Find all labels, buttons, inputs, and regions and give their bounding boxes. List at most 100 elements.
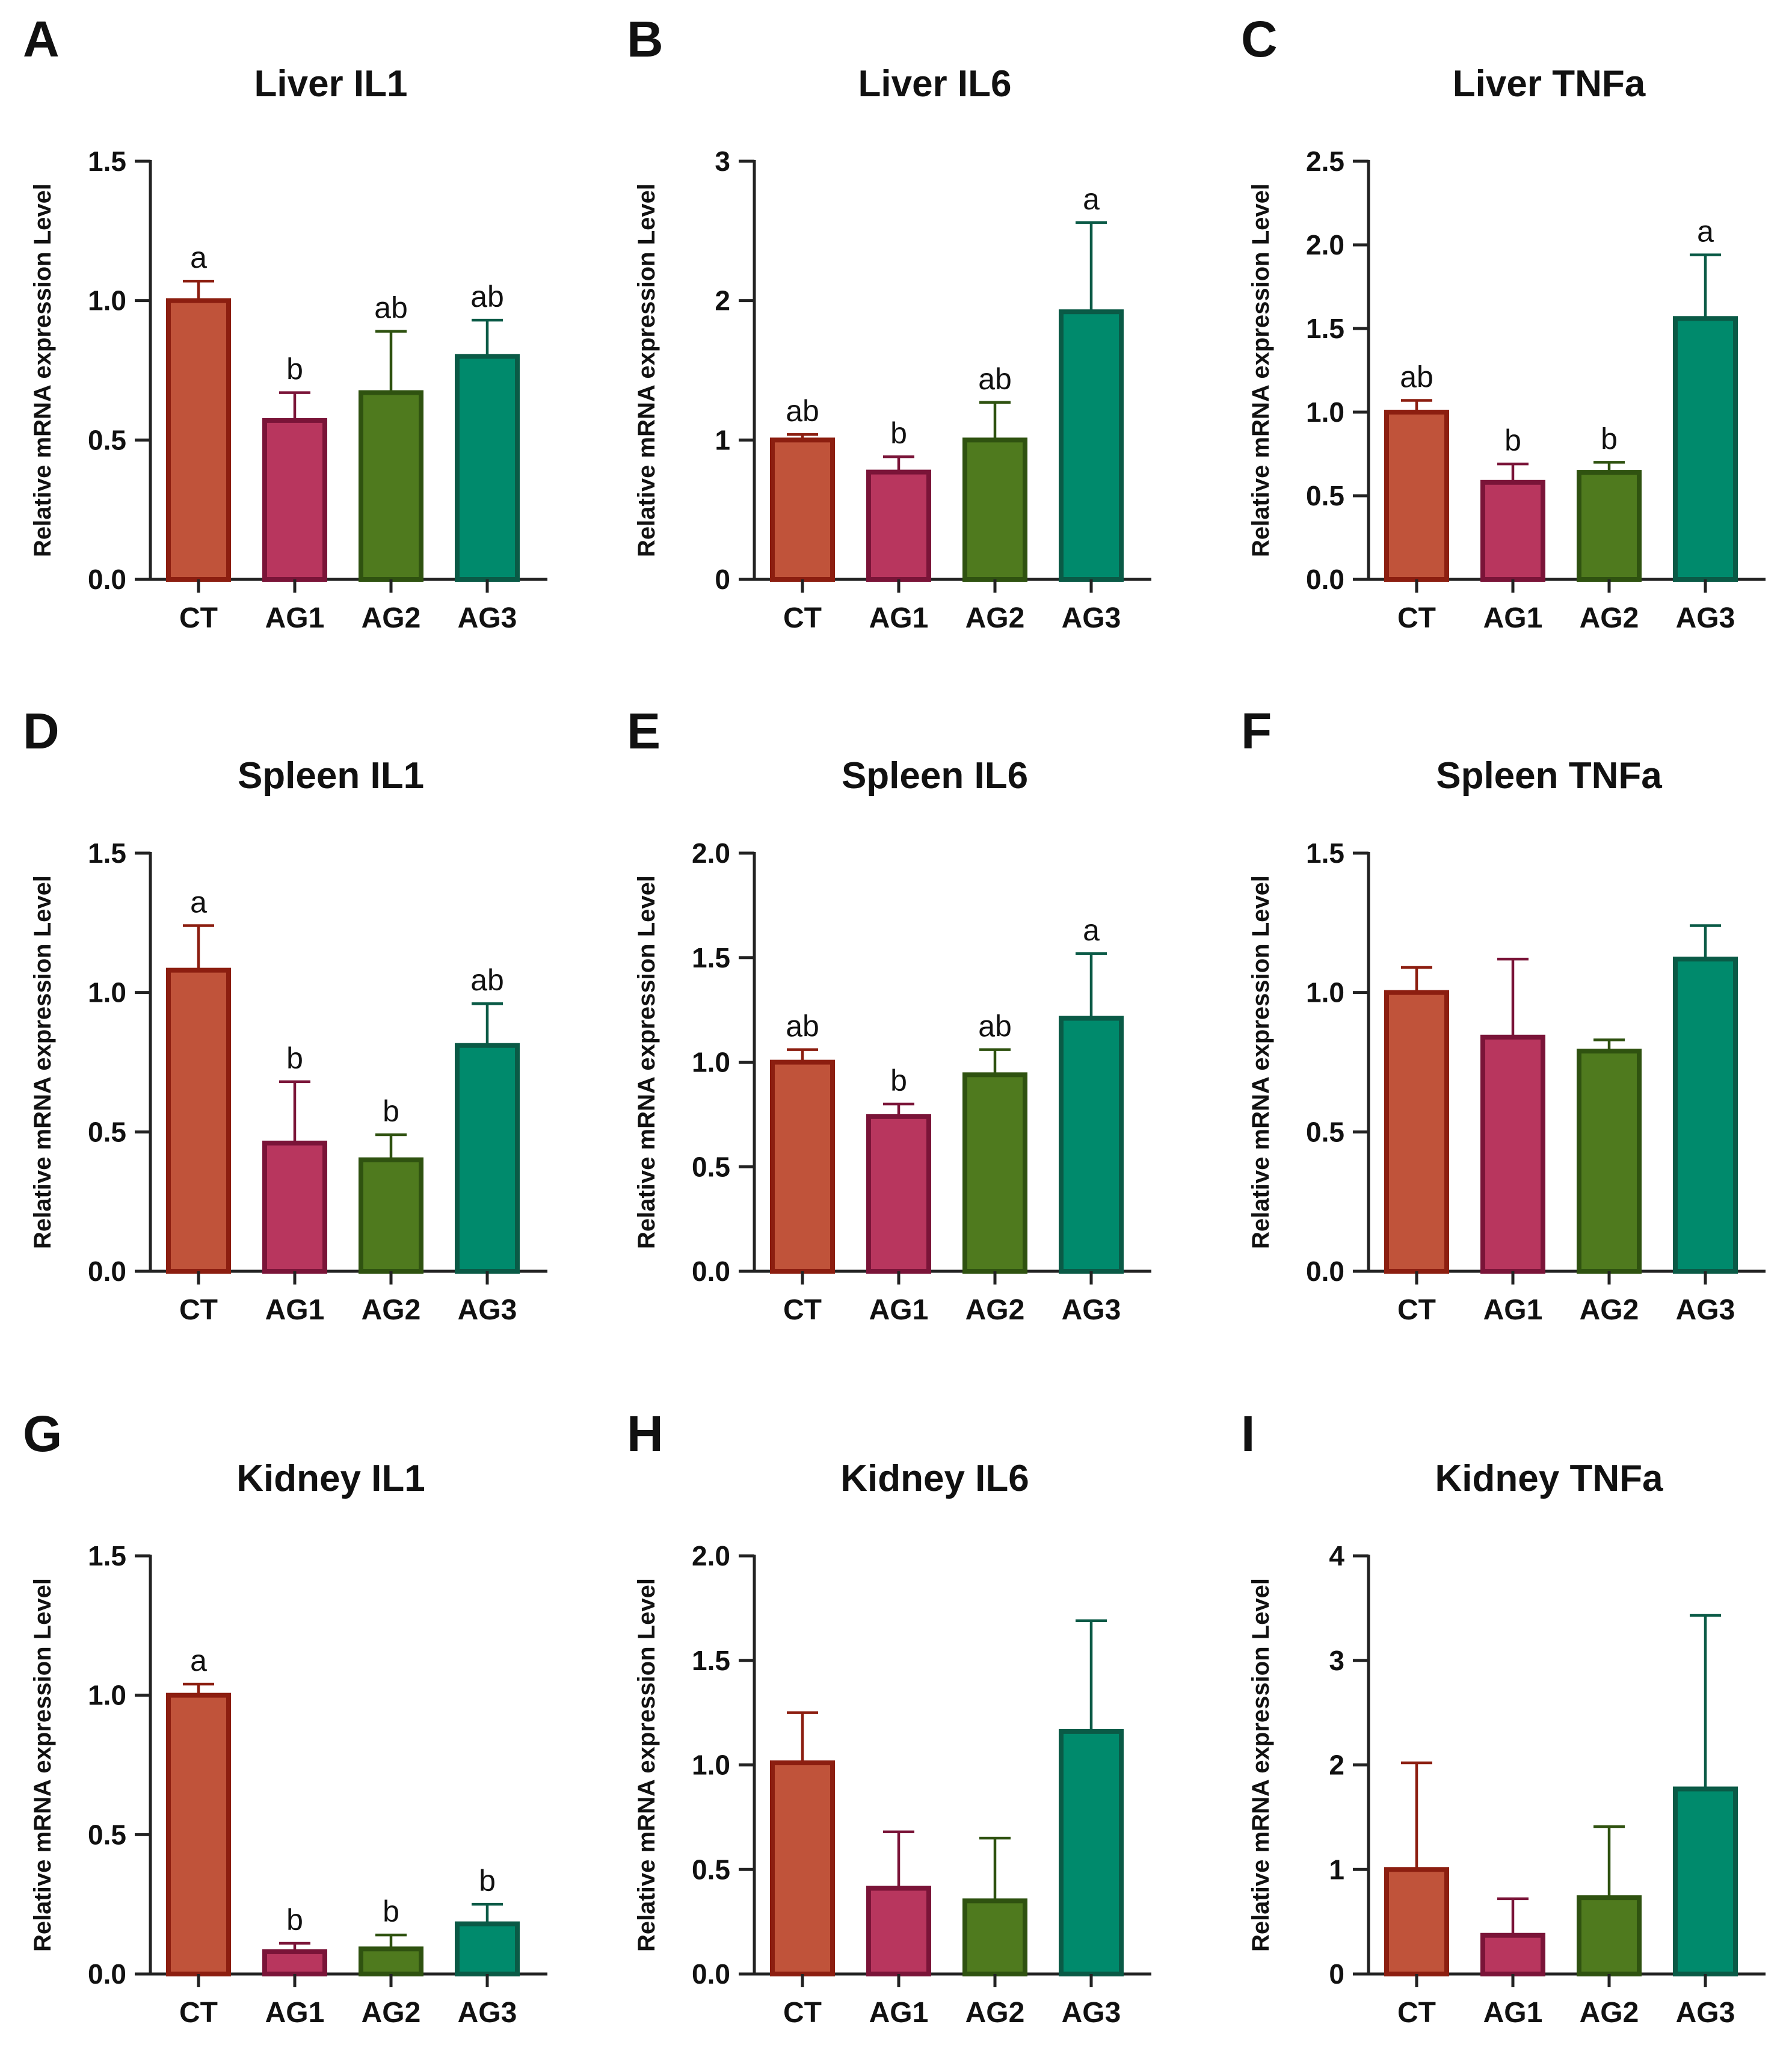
significance-letter: b (479, 1864, 496, 1898)
panel-letter: F (1241, 703, 1272, 759)
x-tick-label: AG3 (458, 1294, 517, 1326)
x-tick-label: AG1 (1483, 602, 1543, 634)
bar-ag3 (455, 1043, 520, 1274)
bar-ct (770, 1059, 835, 1274)
panel-c: C Liver TNFa Relative mRNA expression Leve… (1241, 11, 1766, 634)
bar-ag3 (1059, 309, 1124, 582)
y-tick-label: 0.0 (1306, 1256, 1344, 1287)
x-tick-label: AG2 (362, 1997, 421, 2029)
chart-title: Spleen IL6 (842, 755, 1028, 797)
panel-letter: D (23, 703, 60, 759)
x-tick-label: CT (783, 1294, 822, 1326)
x-tick-label: CT (1397, 1997, 1436, 2029)
y-tick-label: 1.0 (692, 1750, 730, 1781)
panel-g: G Kidney IL1 Relative mRNA expression Leve… (23, 1405, 547, 2029)
y-tick-label: 0.5 (1306, 480, 1344, 511)
y-tick-label: 1 (715, 424, 730, 455)
bar-ag2 (359, 1157, 423, 1274)
bar-ag3 (1673, 316, 1738, 582)
y-axis-label: Relative mRNA expression Level (633, 184, 660, 557)
bar-ag2 (1577, 1048, 1642, 1274)
significance-letter: b (286, 1041, 303, 1075)
bar-ag3 (455, 1921, 520, 1977)
panel-b: B Liver IL6 Relative mRNA expression Level… (627, 11, 1151, 634)
y-tick-label: 1.5 (692, 1645, 730, 1676)
bar-ct (166, 298, 231, 582)
x-tick-label: CT (179, 1294, 218, 1326)
significance-letter: ab (470, 963, 504, 997)
x-tick-label: CT (783, 1997, 822, 2029)
y-tick-label: 0.0 (692, 1958, 730, 1990)
y-tick-label: 1.5 (88, 146, 126, 177)
x-tick-label: AG1 (265, 1997, 325, 2029)
y-axis-label: Relative mRNA expression Level (29, 184, 56, 557)
y-tick-label: 1.0 (692, 1047, 730, 1078)
x-tick-label: AG1 (869, 1997, 929, 2029)
x-tick-label: AG2 (1580, 602, 1639, 634)
panel-f: F Spleen TNFa Relative mRNA expression Lev… (1241, 703, 1766, 1326)
bar-ag2 (962, 1072, 1027, 1274)
x-tick-label: AG2 (965, 1294, 1025, 1326)
x-tick-label: AG2 (1580, 1997, 1639, 2029)
bar-ag3 (1059, 1729, 1124, 1976)
bar-ct (1384, 410, 1449, 582)
x-tick-label: AG1 (1483, 1294, 1543, 1326)
panel-letter: C (1241, 11, 1278, 67)
bar-ag1 (866, 1114, 931, 1274)
bar-ag1 (1480, 1034, 1545, 1274)
significance-letter: ab (470, 280, 504, 313)
y-tick-label: 2 (1329, 1750, 1344, 1781)
y-tick-label: 0.5 (88, 1819, 126, 1850)
significance-letter: ab (978, 362, 1012, 396)
bar-ag1 (262, 1140, 327, 1274)
y-tick-label: 0.5 (88, 424, 126, 455)
bar-ct (770, 1760, 835, 1976)
significance-letter: ab (786, 394, 819, 428)
chart-title: Kidney IL6 (840, 1458, 1029, 1499)
bar-ag2 (1577, 470, 1642, 582)
x-tick-label: CT (1397, 1294, 1436, 1326)
y-tick-label: 1.5 (1306, 313, 1344, 344)
x-tick-label: AG3 (1676, 602, 1735, 634)
bar-ag2 (359, 1946, 423, 1977)
significance-letter: b (890, 416, 907, 450)
y-tick-label: 0.5 (692, 1854, 730, 1885)
significance-letter: b (286, 353, 303, 386)
bar-ct (770, 437, 835, 582)
y-tick-label: 1 (1329, 1854, 1344, 1885)
y-tick-label: 0.0 (88, 1256, 126, 1287)
significance-letter: a (190, 1644, 207, 1677)
panel-letter: G (23, 1405, 62, 1462)
chart-title: Spleen IL1 (238, 755, 424, 797)
significance-letter: ab (374, 291, 408, 325)
significance-letter: b (1504, 424, 1521, 457)
y-tick-label: 1.0 (1306, 396, 1344, 428)
bar-ag1 (262, 1949, 327, 1977)
y-tick-label: 2.0 (692, 837, 730, 869)
bar-ag3 (1673, 957, 1738, 1274)
significance-letter: b (286, 1903, 303, 1937)
x-tick-label: AG2 (1580, 1294, 1639, 1326)
bar-ag1 (1480, 1932, 1545, 1976)
x-tick-label: AG2 (362, 1294, 421, 1326)
chart-title: Kidney TNFa (1435, 1458, 1663, 1499)
y-tick-label: 1.0 (88, 1680, 126, 1711)
significance-letter: a (1697, 215, 1714, 248)
panel-letter: I (1241, 1405, 1255, 1462)
significance-letter: a (1083, 182, 1100, 216)
x-tick-label: AG1 (869, 1294, 929, 1326)
y-tick-label: 1.5 (1306, 837, 1344, 869)
x-tick-label: AG3 (1676, 1997, 1735, 2029)
bar-ag2 (1577, 1895, 1642, 1977)
y-tick-label: 2.5 (1306, 146, 1344, 177)
bar-ag1 (262, 418, 327, 582)
significance-letter: ab (1400, 360, 1433, 394)
y-axis-label: Relative mRNA expression Level (633, 1578, 660, 1952)
chart-title: Kidney IL1 (236, 1458, 425, 1499)
x-tick-label: AG2 (965, 1997, 1025, 2029)
y-tick-label: 0.0 (1306, 564, 1344, 595)
y-tick-label: 2 (715, 285, 730, 316)
y-tick-label: 1.0 (88, 285, 126, 316)
significance-letter: ab (978, 1010, 1012, 1043)
bar-ag3 (1673, 1786, 1738, 1976)
